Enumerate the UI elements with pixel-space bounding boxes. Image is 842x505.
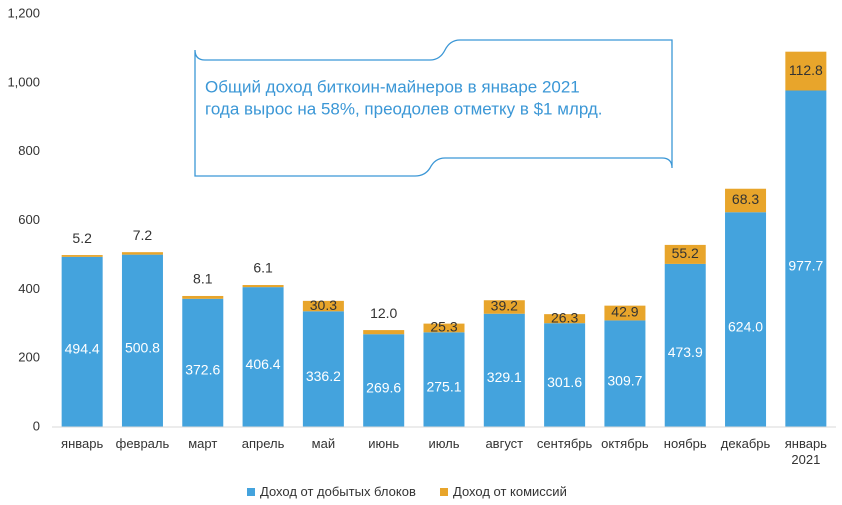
bar-segment: [544, 323, 586, 427]
bar-segment: [242, 285, 284, 288]
x-tick-label: июнь: [368, 436, 400, 451]
annotation-text: года вырос на 58%, преодолев отметку в $…: [205, 99, 603, 118]
legend-item: Доход от добытых блоков: [247, 484, 416, 499]
y-tick-label: 0: [33, 418, 40, 433]
value-label: 42.9: [611, 304, 638, 320]
legend-swatch: [440, 487, 448, 496]
y-tick-label: 600: [18, 212, 40, 227]
x-tick-label: январь 2021: [784, 436, 827, 467]
bar-segment: [483, 313, 525, 427]
value-label: 406.4: [246, 356, 281, 372]
x-tick-label: март: [188, 436, 218, 451]
value-label: 5.2: [72, 230, 92, 246]
bar-segment: [785, 51, 827, 91]
bar-segment: [182, 295, 224, 299]
value-label: 309.7: [607, 372, 642, 388]
bar-segment: [483, 300, 525, 314]
legend-label: Доход от добытых блоков: [260, 484, 416, 499]
legend-swatch: [247, 487, 255, 496]
x-tick-label: октябрь: [601, 436, 649, 451]
y-tick-label: 1,200: [7, 5, 40, 20]
bar-segment: [121, 252, 163, 255]
x-tick-label: апрель: [241, 436, 285, 451]
annotation-text: Общий доход биткоин-майнеров в январе 20…: [205, 77, 580, 96]
y-tick-label: 200: [18, 350, 40, 365]
y-tick-label: 800: [18, 143, 40, 158]
value-label: 8.1: [193, 271, 213, 287]
bar-segment: [121, 254, 163, 427]
x-tick-label: май: [311, 436, 336, 451]
bar-segment: [363, 334, 405, 427]
legend-label: Доход от комиссий: [453, 484, 567, 499]
bar-segment: [423, 323, 465, 333]
x-tick-label: август: [485, 436, 524, 451]
value-label: 494.4: [65, 341, 100, 357]
bar-segment: [664, 244, 706, 264]
value-label: 26.3: [551, 309, 578, 325]
value-label: 624.0: [728, 318, 763, 334]
value-label: 112.8: [789, 62, 823, 78]
value-label: 25.3: [430, 319, 457, 335]
x-tick-label: февраль: [115, 436, 170, 451]
value-label: 39.2: [491, 298, 518, 314]
value-label: 500.8: [125, 340, 160, 356]
value-label: 336.2: [306, 368, 341, 384]
bar-segment: [61, 256, 103, 427]
legend-item: Доход от комиссий: [440, 484, 567, 499]
x-tick-label: сентябрь: [536, 436, 593, 451]
value-label: 977.7: [788, 257, 823, 273]
value-label: 301.6: [547, 374, 582, 390]
bar-segment: [604, 305, 646, 321]
x-tick-label: июль: [428, 436, 460, 451]
value-label: 55.2: [672, 245, 699, 261]
value-label: 372.6: [185, 362, 220, 378]
x-tick-label: ноябрь: [663, 436, 707, 451]
value-label: 473.9: [668, 344, 703, 360]
bar-segment: [363, 330, 405, 335]
y-tick-label: 1,000: [7, 74, 40, 89]
value-label: 269.6: [366, 379, 401, 395]
bar-segment: [604, 320, 646, 427]
value-label: 329.1: [487, 369, 522, 385]
annotation-box: [194, 39, 673, 177]
bar-segment: [544, 314, 586, 324]
value-label: 12.0: [370, 305, 397, 321]
bar-segment: [785, 90, 827, 428]
bar-segment: [182, 298, 224, 427]
bar-segment: [242, 287, 284, 427]
value-label: 30.3: [310, 297, 337, 313]
bar-segment: [302, 311, 344, 427]
x-tick-label: декабрь: [720, 436, 771, 451]
value-label: 6.1: [253, 260, 273, 276]
value-label: 68.3: [732, 191, 759, 207]
bar-segment: [725, 188, 767, 213]
x-tick-label: январь: [61, 436, 104, 451]
bar-segment: [61, 255, 103, 257]
bar-segment: [664, 263, 706, 427]
bar-segment: [725, 212, 767, 427]
bar-segment: [302, 300, 344, 312]
bar-segment: [423, 332, 465, 427]
y-tick-label: 400: [18, 281, 40, 296]
value-label: 7.2: [133, 227, 153, 243]
value-label: 275.1: [426, 378, 461, 394]
